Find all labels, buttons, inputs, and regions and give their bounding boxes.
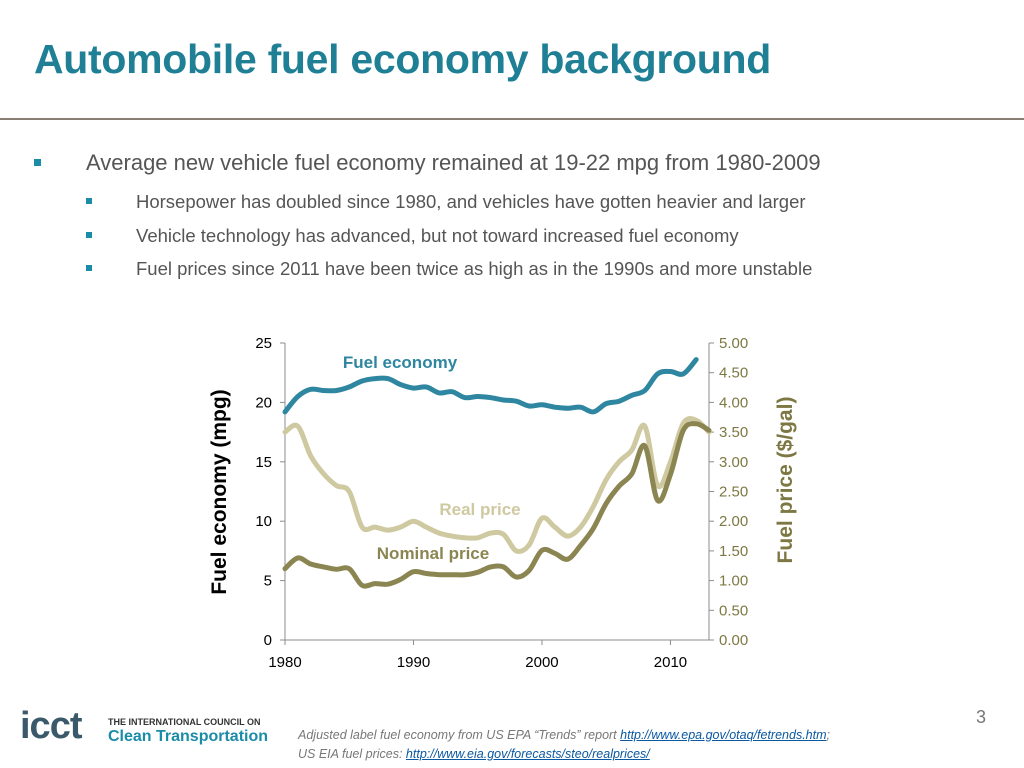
eia-link[interactable]: http://www.eia.gov/forecasts/steo/realpr… xyxy=(405,747,650,761)
y-tick-label-right: 3.00 xyxy=(719,454,748,471)
page-title: Automobile fuel economy background xyxy=(34,36,771,82)
label-real-price: Real price xyxy=(439,500,520,519)
series-fuel-economy xyxy=(282,357,699,415)
y-tick-label-left: 10 xyxy=(255,513,272,530)
sub-bullet-1: Horsepower has doubled since 1980, and v… xyxy=(136,191,806,212)
bullet-marker xyxy=(34,159,41,166)
y-tick-label-left: 15 xyxy=(255,454,272,471)
label-nominal-price: Nominal price xyxy=(377,544,489,563)
y-tick-label-right: 5.00 xyxy=(719,335,748,352)
title-divider xyxy=(0,118,1024,120)
y-axis-title-right: Fuel price ($/gal) xyxy=(774,397,797,564)
sub-bullet-marker xyxy=(86,198,92,204)
logo-line-1: THE INTERNATIONAL COUNCIL ON xyxy=(108,717,261,727)
sub-bullet-marker xyxy=(86,265,92,271)
y-tick-label-left: 20 xyxy=(255,394,272,411)
source-note: Adjusted label fuel economy from US EPA … xyxy=(298,726,830,764)
source-separator: ; xyxy=(826,728,830,742)
source-text-1: Adjusted label fuel economy from US EPA … xyxy=(298,728,621,742)
sub-bullet-2: Vehicle technology has advanced, but not… xyxy=(136,225,739,246)
source-text-2: US EIA fuel prices: xyxy=(298,747,406,761)
page-number: 3 xyxy=(976,707,987,727)
sub-bullet-3: Fuel prices since 2011 have been twice a… xyxy=(136,258,813,279)
y-tick-label-right: 2.00 xyxy=(719,513,748,530)
y-tick-label-right: 3.50 xyxy=(719,424,748,441)
y-tick-label-left: 5 xyxy=(264,573,272,590)
label-fuel-economy: Fuel economy xyxy=(343,353,458,372)
x-tick-label: 1990 xyxy=(397,654,430,671)
x-tick-label: 2010 xyxy=(654,654,687,671)
y-tick-label-right: 4.50 xyxy=(719,365,748,382)
series-nominal-price xyxy=(282,421,712,589)
logo-wordmark: icct xyxy=(20,705,82,747)
logo-line-2: Clean Transportation xyxy=(108,728,269,745)
sub-bullet-marker xyxy=(86,232,92,238)
x-tick-label: 1980 xyxy=(268,654,301,671)
y-tick-label-left: 25 xyxy=(255,335,272,352)
bullet-main: Average new vehicle fuel economy remaine… xyxy=(86,150,821,175)
fuel-chart: 0 5 10 15 20 25 0.00 0.50 1.00 1.50 2.00 2.50 3.00 3.… xyxy=(208,335,797,671)
y-tick-label-right: 1.00 xyxy=(719,573,748,590)
y-axis-title-left: Fuel economy (mpg) xyxy=(208,389,231,594)
epa-link[interactable]: http://www.epa.gov/otaq/fetrends.htm xyxy=(620,728,827,742)
y-tick-label-right: 0.00 xyxy=(719,632,748,649)
series-real-price xyxy=(282,416,712,554)
icct-logo: icct THE INTERNATIONAL COUNCIL ON Clean … xyxy=(20,705,280,749)
y-tick-label-left: 0 xyxy=(264,632,272,649)
x-tick-label: 2000 xyxy=(525,654,558,671)
y-tick-label-right: 2.50 xyxy=(719,484,748,501)
y-tick-label-right: 1.50 xyxy=(719,543,748,560)
y-tick-label-right: 0.50 xyxy=(719,602,748,619)
y-tick-label-right: 4.00 xyxy=(719,394,748,411)
